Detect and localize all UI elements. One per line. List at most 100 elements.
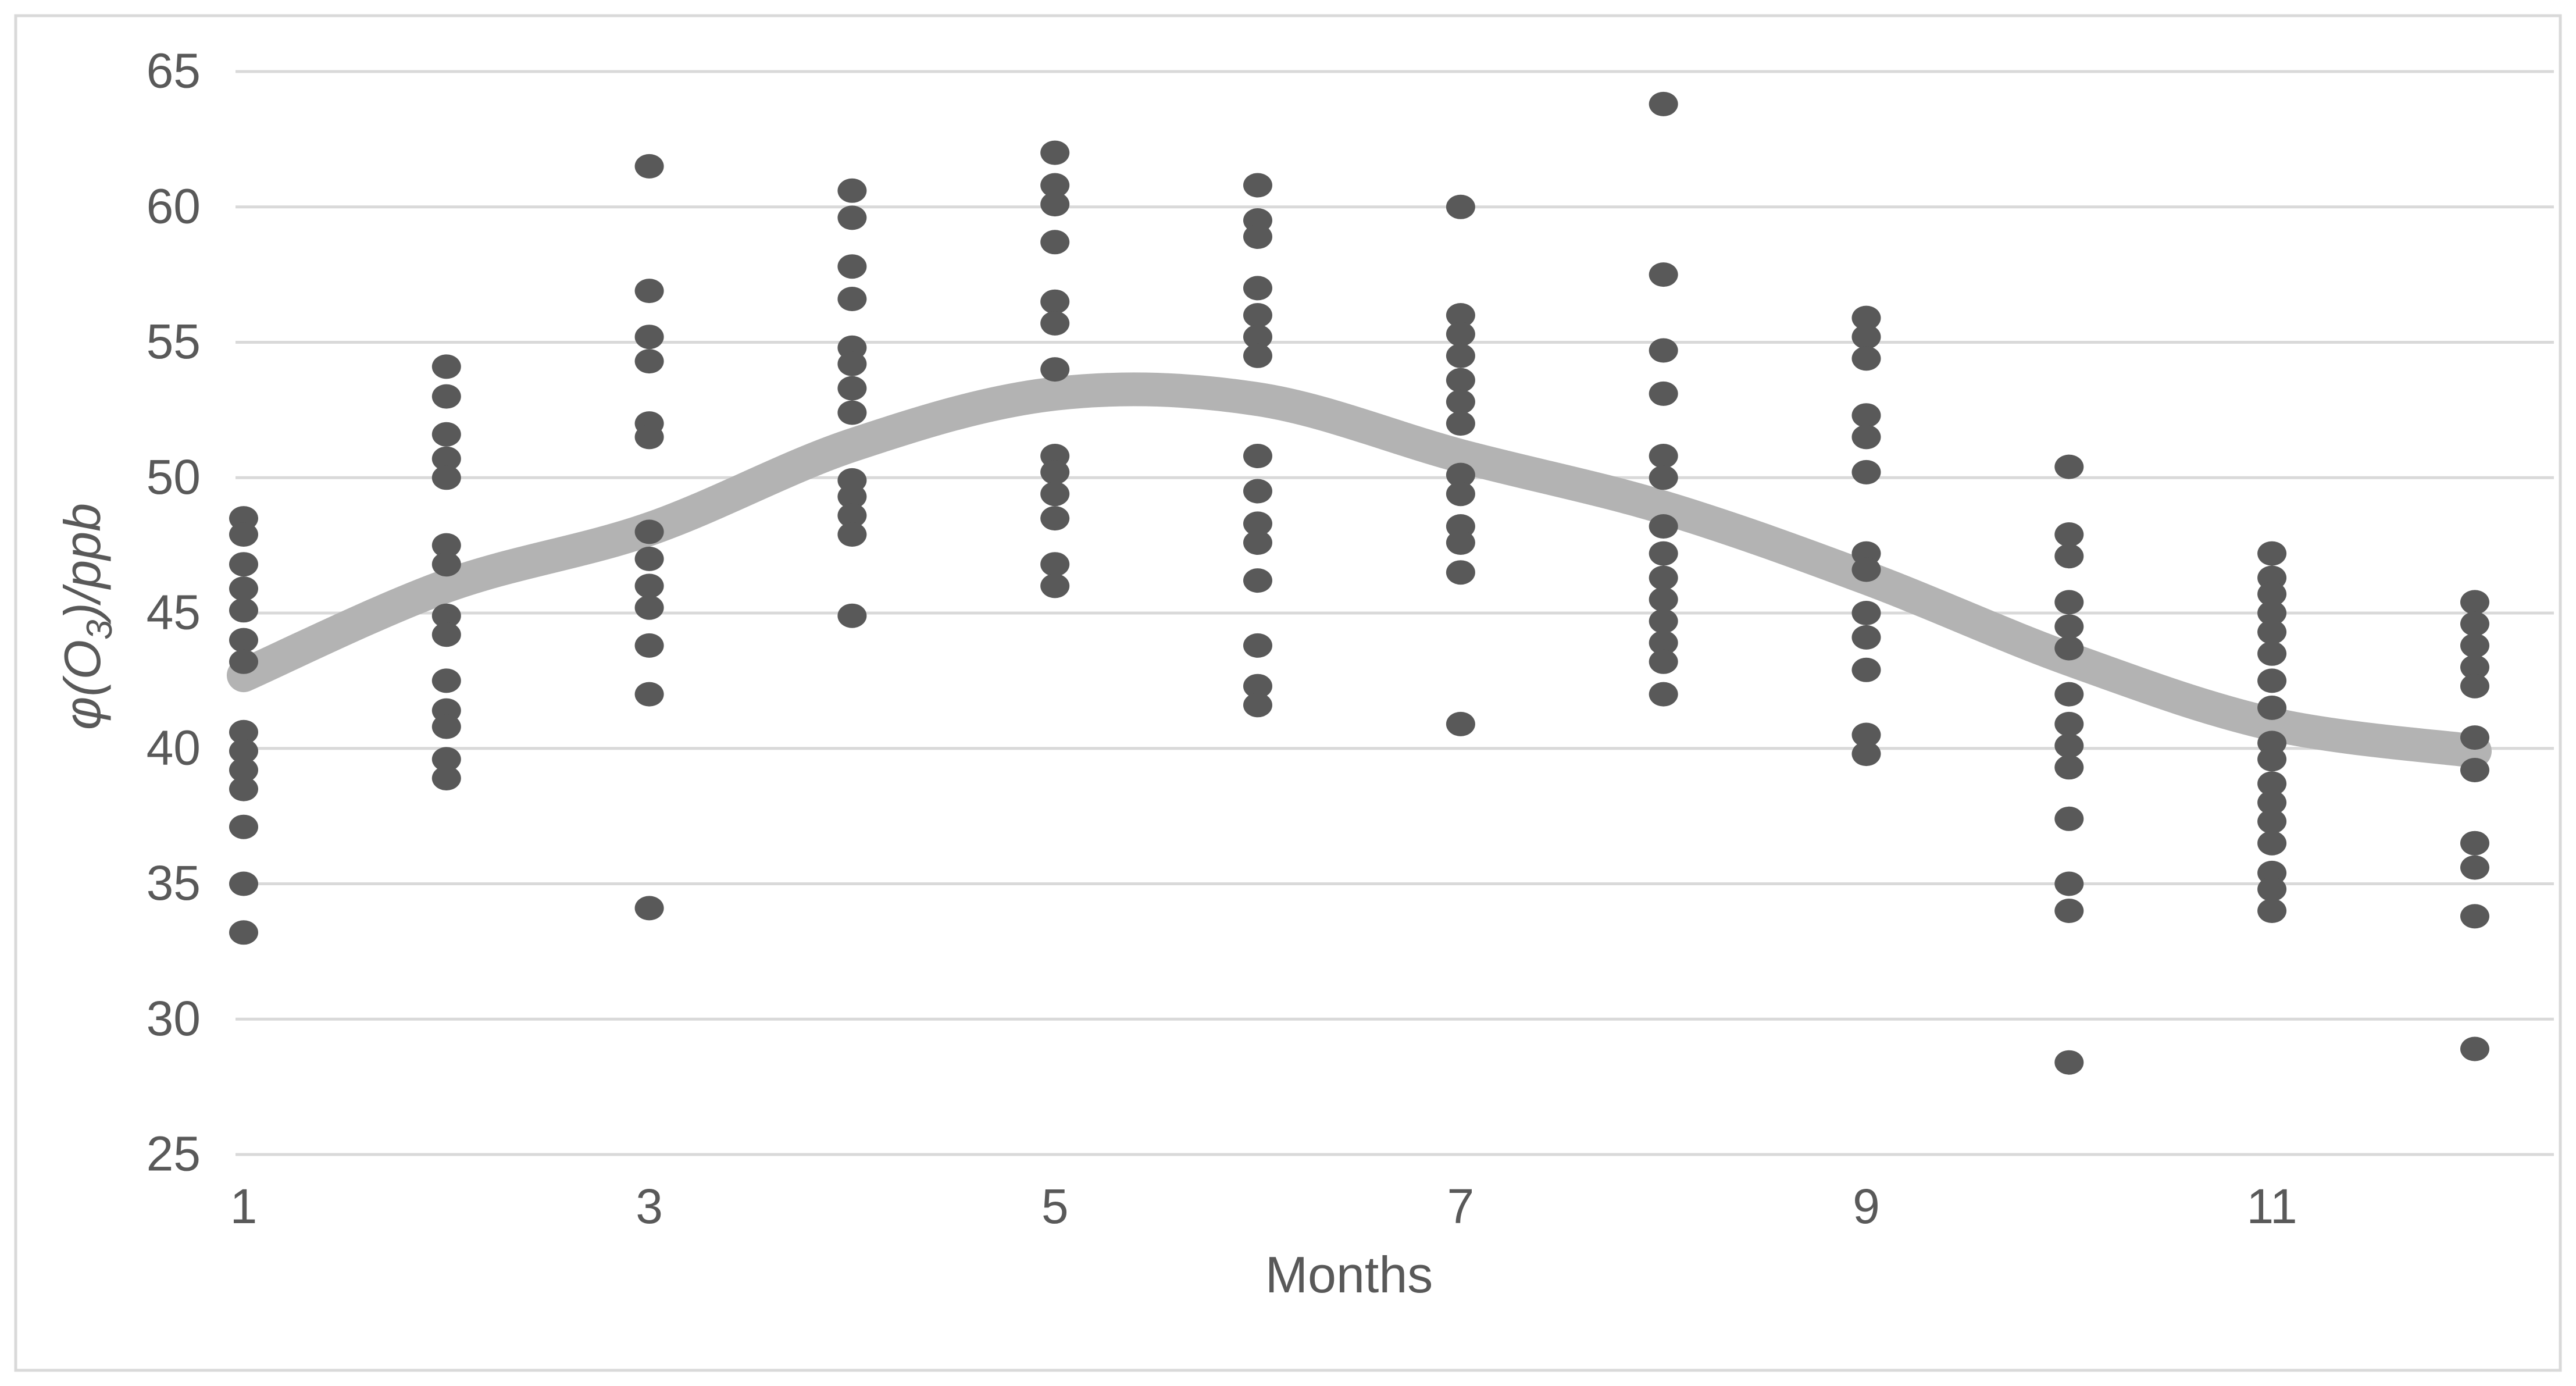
data-point	[837, 178, 867, 203]
data-point	[2054, 590, 2084, 615]
data-point	[2460, 758, 2489, 782]
data-point	[1851, 305, 1881, 330]
data-point	[431, 714, 461, 739]
data-point	[2460, 904, 2489, 929]
data-point	[2460, 674, 2489, 699]
data-point	[634, 595, 664, 620]
data-point	[837, 351, 867, 376]
data-point	[229, 649, 258, 674]
data-point	[1446, 322, 1475, 347]
data-point	[634, 279, 664, 304]
data-point	[1649, 514, 1678, 539]
data-point	[2257, 695, 2287, 720]
data-point	[1446, 530, 1475, 555]
data-point	[2054, 682, 2084, 707]
data-point	[229, 814, 258, 839]
data-point	[2054, 544, 2084, 569]
data-point	[2054, 733, 2084, 758]
data-point	[1243, 693, 1272, 718]
data-point	[1649, 381, 1678, 406]
data-point	[1851, 325, 1881, 350]
data-point	[229, 522, 258, 547]
data-point	[2054, 522, 2084, 547]
data-point	[1243, 479, 1272, 504]
data-point	[634, 896, 664, 921]
y-tick-label: 55	[147, 314, 201, 369]
data-point	[2257, 619, 2287, 644]
data-point	[229, 598, 258, 623]
data-point	[1446, 462, 1475, 487]
data-point	[837, 603, 867, 628]
data-point	[431, 533, 461, 558]
data-point	[1446, 411, 1475, 436]
data-point	[1649, 565, 1678, 590]
data-point	[1649, 609, 1678, 633]
data-point	[2257, 771, 2287, 796]
y-axis-tick-labels: 25 30 35 40 45 50 55 60 65	[147, 44, 201, 1181]
data-point	[229, 628, 258, 653]
data-point	[2257, 809, 2287, 834]
data-point	[1851, 722, 1881, 747]
data-point	[2257, 831, 2287, 856]
data-point	[2054, 755, 2084, 780]
x-axis-tick-labels: 1 3 5 7 9 11	[230, 1179, 2297, 1234]
data-point	[2460, 831, 2489, 856]
data-point	[1649, 465, 1678, 490]
data-point	[1649, 91, 1678, 116]
y-tick-label: 50	[147, 450, 201, 504]
data-point	[1649, 444, 1678, 468]
data-point	[2257, 668, 2287, 693]
data-point	[229, 739, 258, 764]
y-tick-label: 60	[147, 179, 201, 233]
data-point	[2460, 655, 2489, 680]
data-point	[1851, 601, 1881, 625]
data-point	[2257, 747, 2287, 772]
data-point	[2054, 614, 2084, 639]
data-point	[1040, 289, 1070, 314]
data-point	[431, 354, 461, 379]
data-point	[1040, 552, 1070, 577]
data-point	[837, 522, 867, 547]
data-point	[1243, 225, 1272, 249]
data-point	[2257, 601, 2287, 625]
y-tick-label: 30	[147, 991, 201, 1046]
x-tick-label: 7	[1447, 1179, 1475, 1234]
data-point	[1851, 625, 1881, 650]
data-point	[1040, 482, 1070, 507]
data-point	[2460, 855, 2489, 880]
data-point	[837, 400, 867, 425]
data-point	[2054, 1050, 2084, 1075]
data-point	[431, 465, 461, 490]
data-point	[634, 633, 664, 658]
data-point	[634, 325, 664, 350]
data-point	[2460, 590, 2489, 615]
data-point	[431, 384, 461, 409]
data-point	[431, 552, 461, 577]
data-point	[229, 920, 258, 945]
data-point	[2054, 454, 2084, 479]
data-point	[634, 682, 664, 707]
data-point	[1649, 262, 1678, 287]
x-tick-label: 9	[1853, 1179, 1880, 1234]
data-point	[229, 776, 258, 801]
data-point	[229, 576, 258, 601]
x-tick-label: 1	[230, 1179, 258, 1234]
data-point	[1040, 173, 1070, 198]
data-point	[1851, 346, 1881, 371]
data-point	[2460, 611, 2489, 636]
data-point	[1446, 482, 1475, 507]
data-point	[1040, 506, 1070, 531]
y-tick-label: 65	[147, 44, 201, 98]
data-point	[1040, 311, 1070, 336]
y-tick-label: 45	[147, 585, 201, 640]
data-point	[1243, 325, 1272, 350]
data-point	[837, 205, 867, 230]
data-point	[1040, 357, 1070, 382]
data-point	[431, 747, 461, 772]
data-point	[1243, 173, 1272, 198]
data-point	[2054, 711, 2084, 736]
data-point	[431, 603, 461, 628]
x-tick-label: 3	[636, 1179, 663, 1234]
